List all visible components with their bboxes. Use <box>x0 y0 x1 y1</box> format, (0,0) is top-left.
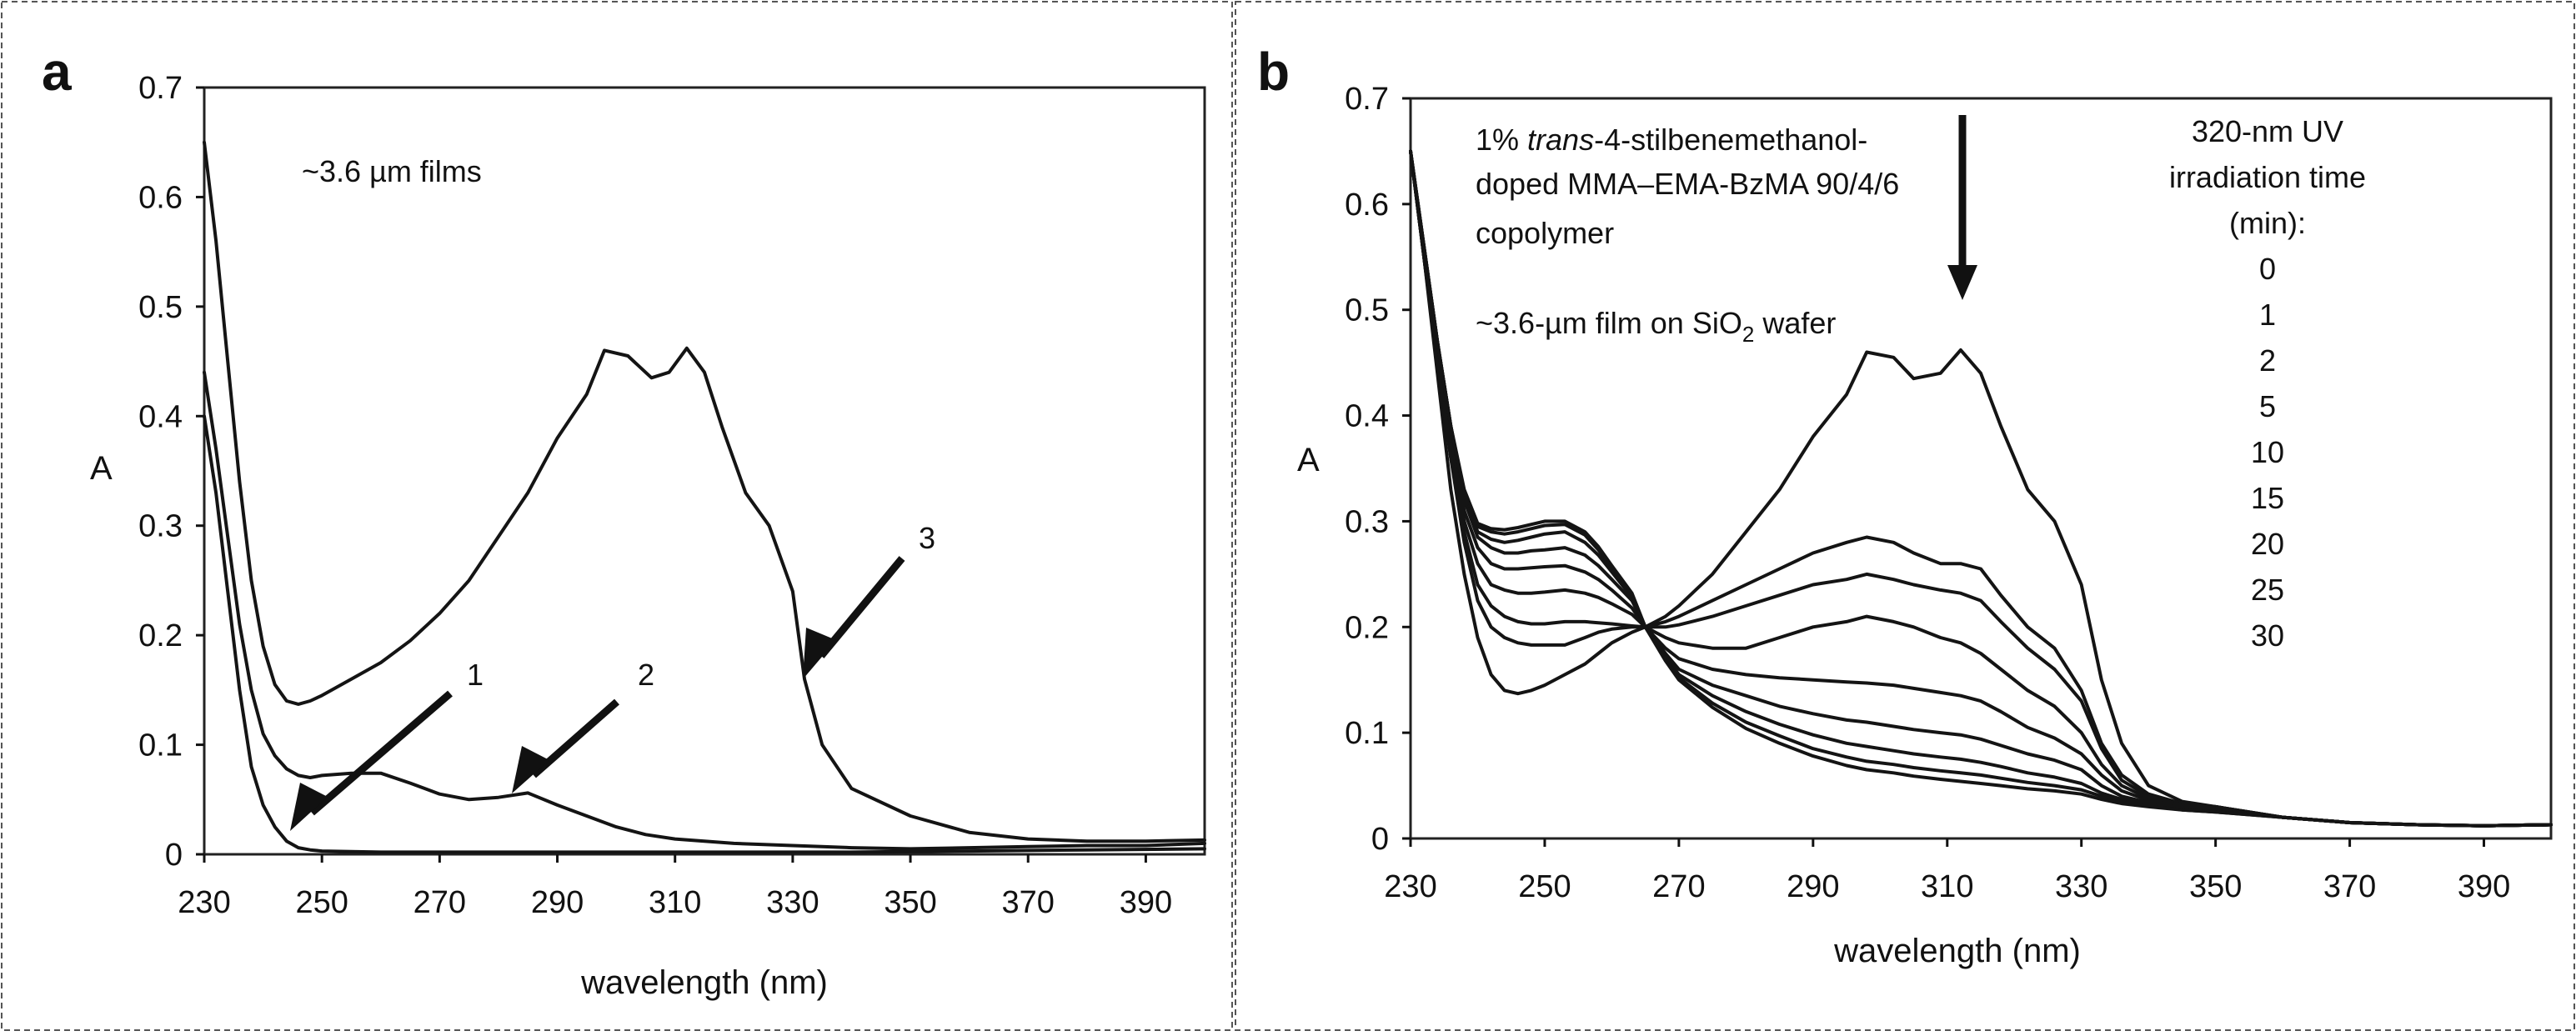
legend-item: 2 <box>2259 343 2276 378</box>
series-2-line <box>203 370 1206 851</box>
panel-b-legend: 320-nm UV irradiation time (min): 012510… <box>2169 114 2366 653</box>
panel-b-x-axis-label: wavelength (nm) <box>1833 933 2081 969</box>
panel-a-arrow-2-label: 2 <box>638 658 654 692</box>
panel-a-arrow-1-label: 1 <box>467 658 484 692</box>
x-tick-label: 250 <box>1518 869 1571 904</box>
series-15-line <box>1409 149 2553 828</box>
legend-item: 0 <box>2259 252 2276 286</box>
legend-item: 10 <box>2251 435 2284 469</box>
x-tick-label: 290 <box>531 885 584 920</box>
panel-b-curves <box>1409 149 2553 828</box>
y-tick-label: 0.3 <box>1345 504 1389 539</box>
x-tick-label: 230 <box>1384 869 1436 904</box>
y-tick-label: 0 <box>165 838 183 873</box>
y-tick-label: 0.6 <box>1345 188 1389 223</box>
series-1-line <box>1409 149 2553 828</box>
panel-a-arrow-3 <box>803 556 905 679</box>
legend-item: 30 <box>2251 618 2284 653</box>
panel-a-letter: a <box>42 42 72 102</box>
panel-b-frame <box>1235 1 2575 1031</box>
panel-b-y-axis-label: A <box>1297 442 1320 478</box>
y-tick-label: 0.1 <box>138 728 183 763</box>
y-tick-label: 0.7 <box>1345 82 1389 117</box>
legend-item: 1 <box>2259 298 2276 332</box>
x-tick-label: 330 <box>2055 869 2107 904</box>
series-2-line <box>1409 149 2553 828</box>
panel-b-down-arrow <box>1947 115 1977 300</box>
panel-a-x-axis-label: wavelength (nm) <box>580 964 828 1001</box>
x-tick-label: 370 <box>1002 885 1055 920</box>
y-tick-label: 0.7 <box>138 71 183 106</box>
panel-b-chart: 00.10.20.30.40.50.60.7 230 250 270 290 310 33… <box>1297 82 2553 969</box>
series-3-line <box>203 140 1206 843</box>
y-tick-label: 0.4 <box>1345 399 1389 434</box>
legend-title-line-1: 320-nm UV <box>2192 114 2343 148</box>
y-tick-label: 0.5 <box>1345 293 1389 328</box>
x-tick-label: 270 <box>413 885 466 920</box>
panel-b-sample-line-3: copolymer <box>1476 216 1614 250</box>
x-tick-label: 390 <box>1120 885 1172 920</box>
x-tick-label: 290 <box>1787 869 1839 904</box>
x-tick-label: 270 <box>1652 869 1705 904</box>
panel-a-films-annotation: ~3.6 µm films <box>302 154 482 188</box>
legend-item: 25 <box>2251 573 2284 607</box>
y-tick-label: 0.2 <box>1345 610 1389 645</box>
y-tick-label: 0.2 <box>138 618 183 653</box>
x-tick-label: 310 <box>1921 869 1973 904</box>
panel-b-x-ticks: 230 250 270 290 310 330 350 370 390 <box>1384 838 2510 904</box>
panel-a-frame <box>1 1 1233 1031</box>
panel-a-arrow-2 <box>512 698 619 793</box>
panel-a-chart: 00.10.20.30.40.50.60.7 230 250 270 290 310 33… <box>90 71 1206 1001</box>
x-tick-label: 330 <box>766 885 819 920</box>
panel-b-sample-line-2: doped MMA–EMA-BzMA 90/4/6 <box>1476 167 1899 201</box>
y-tick-label: 0.6 <box>138 180 183 215</box>
panel-b-letter: b <box>1257 42 1290 102</box>
panel-a-plot-area <box>203 86 1206 856</box>
panel-a-x-ticks: 230 250 270 290 310 330 350 370 390 <box>178 854 1172 920</box>
y-tick-label: 0.5 <box>138 290 183 325</box>
panel-b-film-annotation: ~3.6-µm film on SiO2 wafer <box>1476 306 1836 347</box>
panel-a-y-axis-label: A <box>90 450 113 487</box>
panel-b-y-ticks: 0 0.1 0.2 0.3 0.4 0.5 0.6 0.7 <box>1345 82 1411 857</box>
series-10-line <box>1409 149 2553 828</box>
panel-b-plot-area <box>1409 97 2553 840</box>
series-5-line <box>1409 149 2553 828</box>
y-tick-label: 0 <box>1371 822 1389 857</box>
series-1-line <box>203 414 1206 854</box>
y-tick-label: 0.4 <box>138 399 183 434</box>
x-tick-label: 370 <box>2323 869 2376 904</box>
panel-a-y-ticks: 0 0.1 0.2 0.3 0.4 0.5 0.6 0.7 <box>138 71 204 873</box>
x-tick-label: 230 <box>178 885 230 920</box>
x-tick-label: 310 <box>649 885 701 920</box>
legend-item: 5 <box>2259 389 2276 423</box>
panel-a-curves <box>203 140 1206 854</box>
legend-title-line-2: irradiation time <box>2169 160 2366 194</box>
legend-item: 15 <box>2251 481 2284 515</box>
x-tick-label: 390 <box>2458 869 2510 904</box>
legend-title-line-3: (min): <box>2229 206 2306 240</box>
panel-a-arrow-1 <box>290 690 453 831</box>
y-tick-label: 0.1 <box>1345 716 1389 751</box>
legend-item: 20 <box>2251 527 2284 561</box>
x-tick-label: 350 <box>2189 869 2242 904</box>
panel-b-sample-line-1: 1% trans-4-stilbenemethanol- <box>1476 123 1867 157</box>
y-tick-label: 0.3 <box>138 509 183 544</box>
panel-a-arrow-3-label: 3 <box>919 521 935 555</box>
x-tick-label: 250 <box>295 885 348 920</box>
x-tick-label: 350 <box>884 885 936 920</box>
series-0-line <box>1409 149 2553 828</box>
series-30-line <box>1409 149 2553 828</box>
